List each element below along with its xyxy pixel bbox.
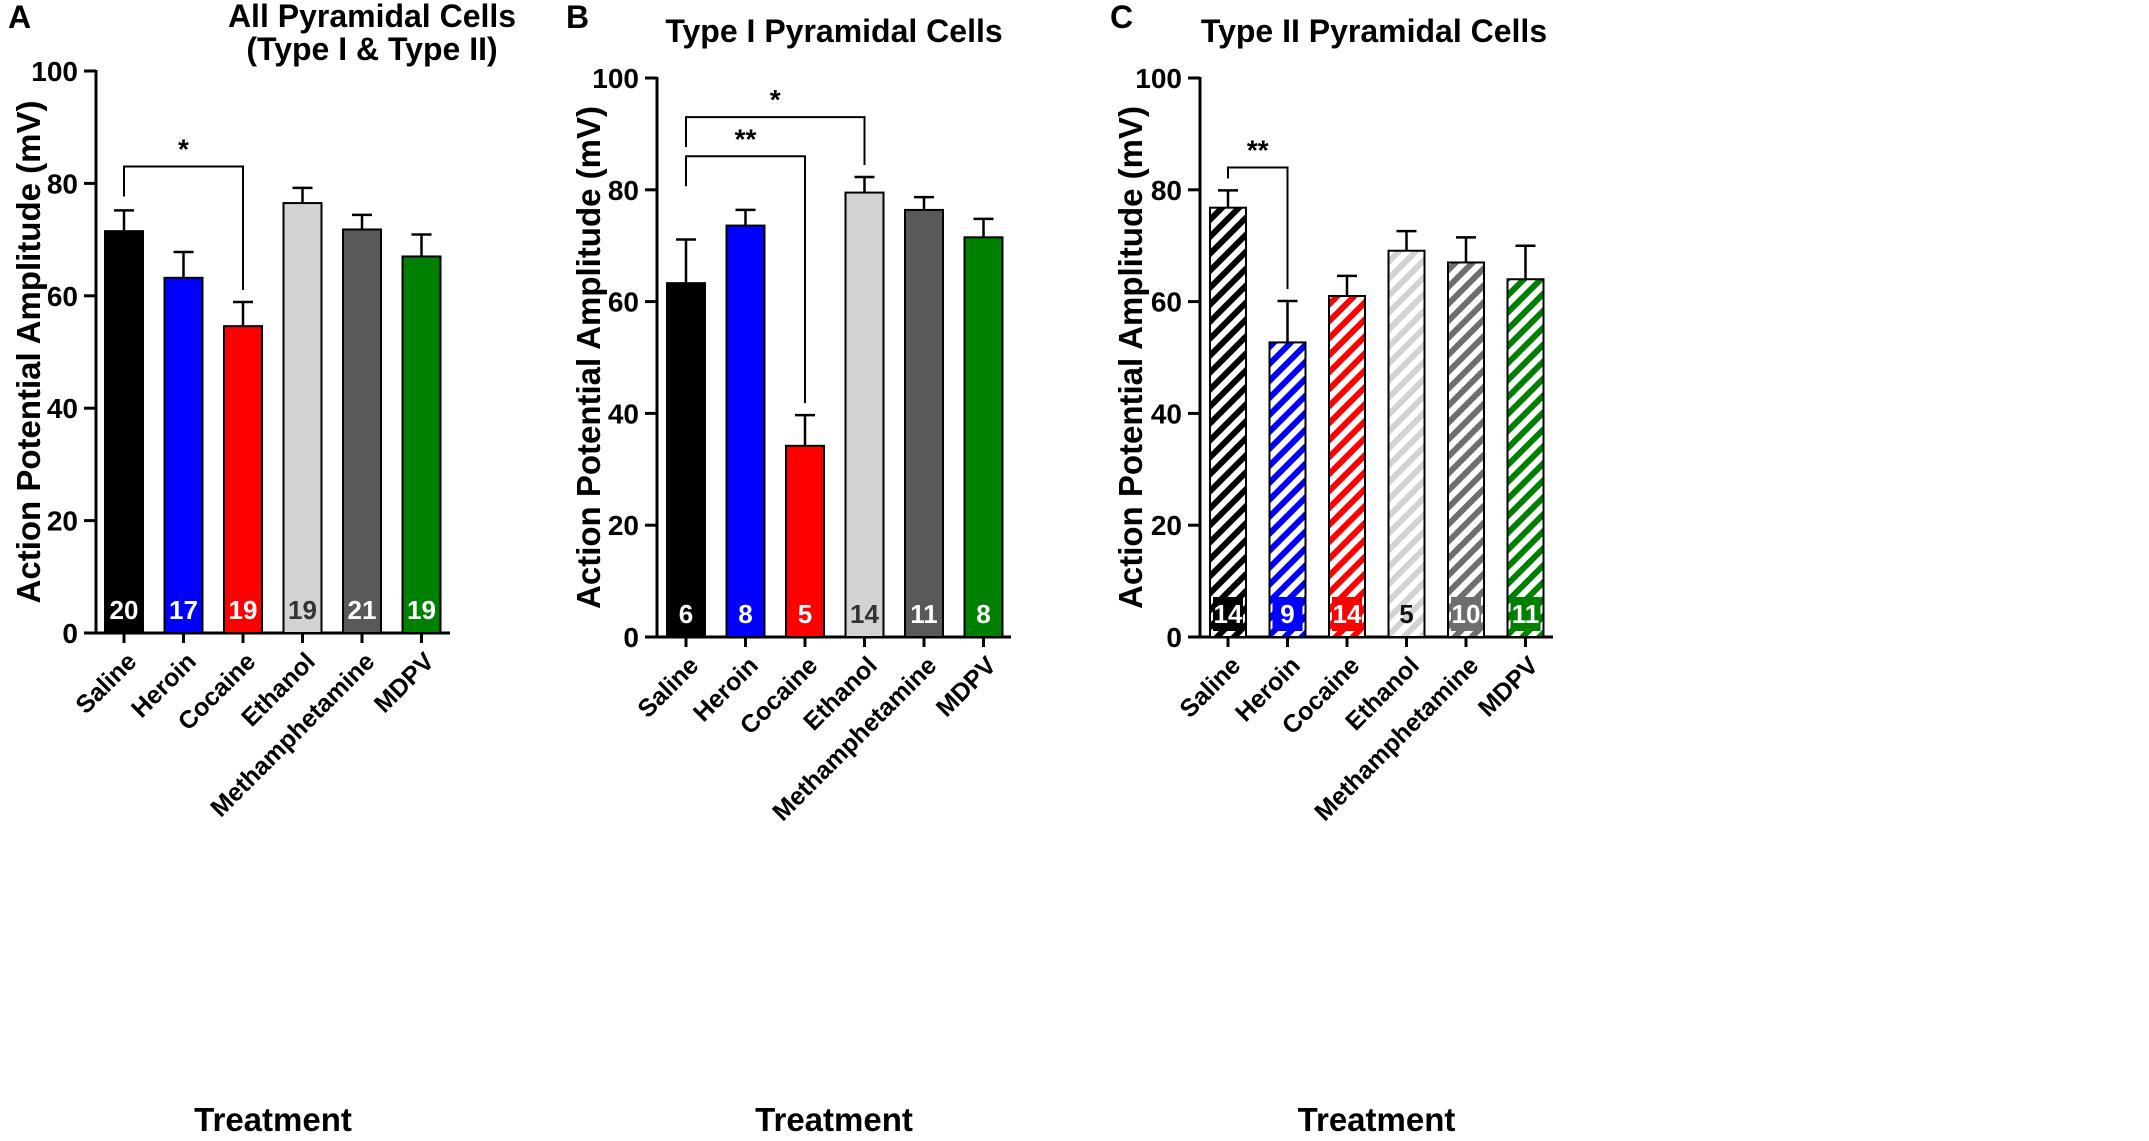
y-tick-label: 20 bbox=[47, 506, 78, 537]
n-label-bg bbox=[1213, 597, 1243, 631]
n-label: 11 bbox=[1512, 599, 1540, 629]
bar-mdpv bbox=[1506, 278, 1545, 638]
chart-title: All Pyramidal Cells bbox=[228, 0, 516, 34]
bar-mdpv bbox=[963, 236, 1004, 638]
n-label: 19 bbox=[407, 595, 436, 625]
panel-a: A All Pyramidal Cells(Type I & Type II) Ac… bbox=[8, 0, 516, 1138]
y-tick-label: 0 bbox=[1166, 622, 1182, 653]
significance-bracket bbox=[685, 116, 866, 165]
y-tick-label: 40 bbox=[1151, 398, 1182, 429]
significance-label: ** bbox=[1247, 134, 1269, 165]
x-axis-label: Treatment bbox=[1298, 1101, 1456, 1138]
x-tick-label: MDPV bbox=[369, 647, 440, 718]
significance-label: ** bbox=[735, 123, 757, 154]
panel-letter: B bbox=[566, 0, 589, 35]
n-label: 19 bbox=[229, 595, 258, 625]
bar-mdpv bbox=[401, 255, 442, 634]
significance-bracket bbox=[685, 155, 806, 404]
panel-b: B Type I Pyramidal Cells Action Potential … bbox=[566, 0, 1011, 1138]
y-axis-label: Action Potential Amplitude (mV) bbox=[1112, 106, 1149, 609]
panel-c: C Type II Pyramidal Cells Action Potential… bbox=[1110, 0, 1553, 1138]
n-label: 5 bbox=[798, 599, 812, 629]
significance-label: * bbox=[770, 84, 781, 115]
bar-methamphetamine bbox=[1447, 261, 1485, 638]
significance-bracket bbox=[1227, 166, 1289, 290]
n-label: 6 bbox=[679, 599, 693, 629]
n-label: 8 bbox=[976, 599, 990, 629]
panel-letter: C bbox=[1110, 0, 1133, 35]
x-tick-label: MDPV bbox=[931, 651, 1002, 722]
n-label: 5 bbox=[1399, 599, 1413, 629]
chart-title: (Type I & Type II) bbox=[246, 31, 497, 67]
n-label: 10 bbox=[1452, 599, 1481, 629]
bar-heroin bbox=[725, 224, 766, 639]
chart-title: Type II Pyramidal Cells bbox=[1201, 13, 1547, 49]
y-tick-label: 0 bbox=[623, 622, 639, 653]
bar-ethanol bbox=[282, 202, 323, 634]
n-label: 17 bbox=[169, 595, 198, 625]
bar-methamphetamine bbox=[904, 208, 944, 638]
significance-bracket bbox=[123, 165, 244, 290]
y-tick-label: 80 bbox=[1151, 175, 1182, 206]
y-axis-label: Action Potential Amplitude (mV) bbox=[570, 106, 607, 609]
chart-title: Type I Pyramidal Cells bbox=[665, 13, 1002, 49]
y-tick-label: 80 bbox=[47, 168, 78, 199]
y-tick-label: 60 bbox=[1151, 287, 1182, 318]
x-axis-label: Treatment bbox=[755, 1101, 913, 1138]
bar-cocaine bbox=[1328, 295, 1366, 638]
bar-ethanol bbox=[1387, 249, 1426, 639]
n-label: 11 bbox=[910, 599, 938, 629]
y-tick-label: 100 bbox=[592, 63, 639, 94]
n-label-bg bbox=[1272, 597, 1303, 631]
bar-saline bbox=[666, 282, 706, 638]
n-label: 14 bbox=[850, 599, 879, 629]
n-label: 8 bbox=[738, 599, 752, 629]
x-tick-label: MDPV bbox=[1473, 651, 1544, 722]
n-label-bg bbox=[1332, 597, 1362, 631]
bar-ethanol bbox=[844, 191, 885, 638]
n-label-bg bbox=[1451, 597, 1481, 631]
x-axis-label: Treatment bbox=[194, 1101, 352, 1138]
n-label: 21 bbox=[348, 595, 377, 625]
n-label: 9 bbox=[1280, 599, 1294, 629]
y-tick-label: 40 bbox=[47, 393, 78, 424]
significance-label: * bbox=[178, 134, 189, 165]
bar-cocaine bbox=[785, 444, 825, 638]
y-tick-label: 20 bbox=[1151, 510, 1182, 541]
y-tick-label: 20 bbox=[608, 510, 639, 541]
y-tick-label: 80 bbox=[608, 175, 639, 206]
bar-heroin bbox=[163, 276, 204, 634]
panel-letter: A bbox=[8, 0, 31, 35]
n-label-bg bbox=[1510, 597, 1541, 631]
bar-saline bbox=[104, 230, 144, 634]
n-label: 14 bbox=[1333, 599, 1362, 629]
bar-heroin bbox=[1268, 341, 1307, 638]
y-tick-label: 60 bbox=[608, 287, 639, 318]
y-tick-label: 100 bbox=[1135, 63, 1182, 94]
y-tick-label: 40 bbox=[608, 398, 639, 429]
n-label: 20 bbox=[110, 595, 139, 625]
n-label: 19 bbox=[288, 595, 317, 625]
y-axis-label: Action Potential Amplitude (mV) bbox=[10, 101, 47, 604]
bar-methamphetamine bbox=[342, 228, 382, 634]
y-tick-label: 0 bbox=[62, 618, 78, 649]
y-tick-label: 60 bbox=[47, 281, 78, 312]
bar-cocaine bbox=[223, 325, 263, 634]
n-label: 14 bbox=[1214, 599, 1243, 629]
bar-saline bbox=[1209, 206, 1247, 639]
y-tick-label: 100 bbox=[31, 56, 78, 87]
